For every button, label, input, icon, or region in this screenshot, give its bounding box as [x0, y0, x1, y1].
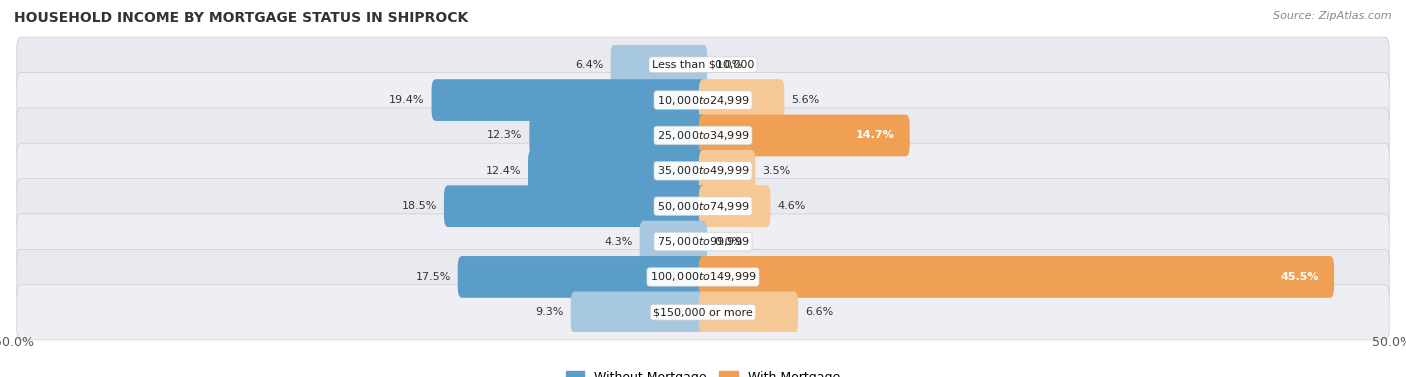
Text: HOUSEHOLD INCOME BY MORTGAGE STATUS IN SHIPROCK: HOUSEHOLD INCOME BY MORTGAGE STATUS IN S… — [14, 11, 468, 25]
FancyBboxPatch shape — [17, 285, 1389, 340]
FancyBboxPatch shape — [699, 79, 785, 121]
Text: $25,000 to $34,999: $25,000 to $34,999 — [657, 129, 749, 142]
Text: 14.7%: 14.7% — [856, 130, 894, 141]
Text: $150,000 or more: $150,000 or more — [654, 307, 752, 317]
FancyBboxPatch shape — [699, 291, 799, 333]
Text: 9.3%: 9.3% — [536, 307, 564, 317]
FancyBboxPatch shape — [17, 143, 1389, 198]
FancyBboxPatch shape — [17, 249, 1389, 305]
Text: 19.4%: 19.4% — [389, 95, 425, 105]
FancyBboxPatch shape — [699, 115, 910, 156]
Text: 3.5%: 3.5% — [762, 166, 790, 176]
Text: $35,000 to $49,999: $35,000 to $49,999 — [657, 164, 749, 177]
FancyBboxPatch shape — [432, 79, 707, 121]
FancyBboxPatch shape — [571, 291, 707, 333]
Text: 6.4%: 6.4% — [575, 60, 603, 70]
Text: 4.3%: 4.3% — [605, 236, 633, 247]
FancyBboxPatch shape — [529, 150, 707, 192]
Text: 45.5%: 45.5% — [1281, 272, 1319, 282]
FancyBboxPatch shape — [640, 221, 707, 262]
Text: $10,000 to $24,999: $10,000 to $24,999 — [657, 93, 749, 107]
FancyBboxPatch shape — [17, 214, 1389, 269]
FancyBboxPatch shape — [699, 150, 755, 192]
Text: 18.5%: 18.5% — [402, 201, 437, 211]
FancyBboxPatch shape — [610, 44, 707, 86]
Text: $50,000 to $74,999: $50,000 to $74,999 — [657, 200, 749, 213]
FancyBboxPatch shape — [17, 72, 1389, 128]
Text: 17.5%: 17.5% — [415, 272, 451, 282]
FancyBboxPatch shape — [17, 37, 1389, 92]
FancyBboxPatch shape — [699, 256, 1334, 298]
Text: 0.0%: 0.0% — [714, 236, 742, 247]
Text: 12.3%: 12.3% — [486, 130, 523, 141]
FancyBboxPatch shape — [17, 108, 1389, 163]
Text: Source: ZipAtlas.com: Source: ZipAtlas.com — [1274, 11, 1392, 21]
Text: 12.4%: 12.4% — [485, 166, 522, 176]
FancyBboxPatch shape — [17, 179, 1389, 234]
Text: $75,000 to $99,999: $75,000 to $99,999 — [657, 235, 749, 248]
Text: $100,000 to $149,999: $100,000 to $149,999 — [650, 270, 756, 284]
Text: 5.6%: 5.6% — [792, 95, 820, 105]
FancyBboxPatch shape — [444, 185, 707, 227]
Legend: Without Mortgage, With Mortgage: Without Mortgage, With Mortgage — [561, 366, 845, 377]
Text: Less than $10,000: Less than $10,000 — [652, 60, 754, 70]
FancyBboxPatch shape — [530, 115, 707, 156]
Text: 0.0%: 0.0% — [714, 60, 742, 70]
Text: 4.6%: 4.6% — [778, 201, 806, 211]
FancyBboxPatch shape — [458, 256, 707, 298]
Text: 6.6%: 6.6% — [806, 307, 834, 317]
FancyBboxPatch shape — [699, 185, 770, 227]
